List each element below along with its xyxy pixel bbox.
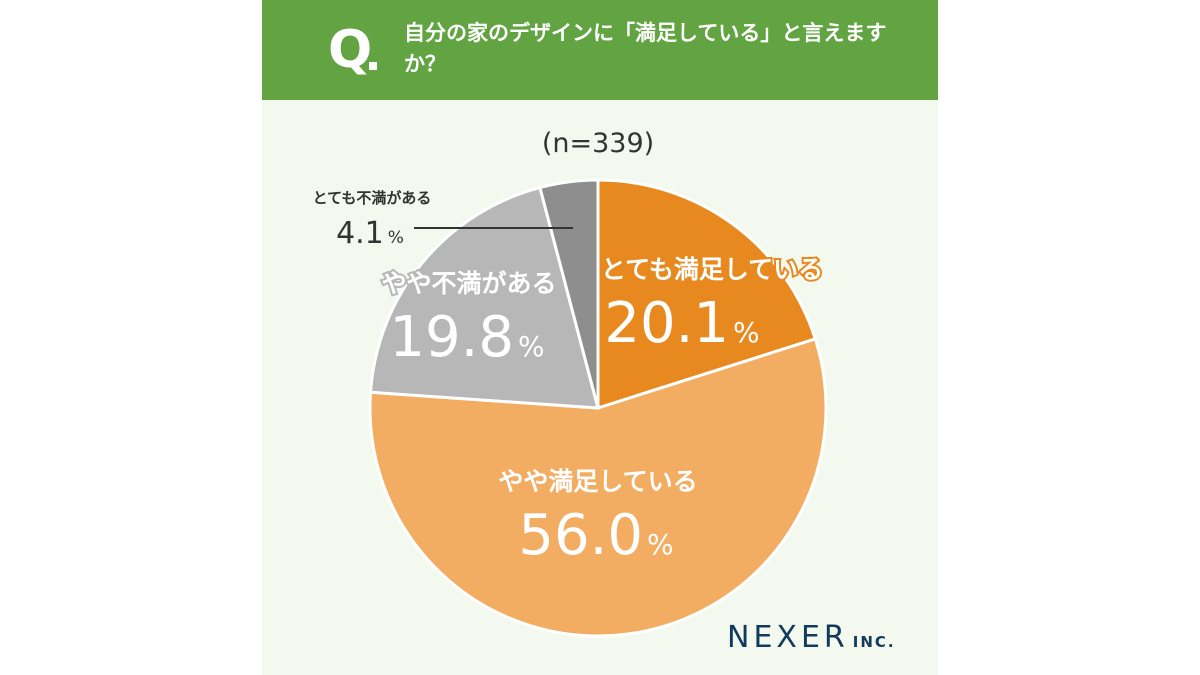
question-header: Q 自分の家のデザインに「満足している」と言えますか？ [262,0,938,100]
question-text: 自分の家のデザインに「満足している」と言えますか？ [404,21,887,76]
sample-size-label: (n=339) [542,128,654,159]
q-dot [369,62,377,70]
brand-suffix: INC. [852,633,896,651]
slice-value: 4.1% [336,216,404,251]
slice-label: やや不満がある [381,269,556,298]
pie-slice [596,178,818,411]
nexer-logo: NEXER INC. [727,620,896,655]
slice-value: 56.0% [518,503,673,568]
pie-slice [538,178,600,409]
slice-value: 20.1% [604,291,759,356]
slice-value: 19.8% [389,305,544,370]
pie-chart: (n=339) とても満足している 20.1 % やや満足している 56.0 % やや不満が… [313,128,828,638]
pie-slice [368,337,828,638]
slice-label: とても不満がある [313,189,432,207]
survey-card: Q 自分の家のデザインに「満足している」と言えますか？ (n=339) とても満… [262,0,938,675]
slice-label: やや満足している [498,467,697,496]
slice-label: とても満足している [601,255,823,284]
brand-name: NEXER [727,620,849,655]
q-mark: Q [328,20,373,80]
pie-slice [368,185,600,410]
